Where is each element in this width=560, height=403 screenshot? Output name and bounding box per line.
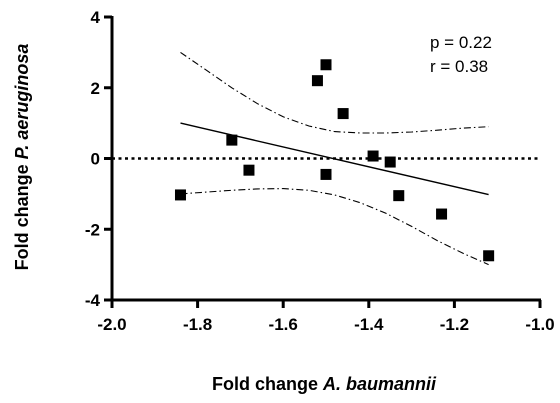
y-axis-title-prefix: Fold change xyxy=(12,159,32,270)
x-tick-label-5: -1.2 xyxy=(440,315,469,334)
data-point-6 xyxy=(320,168,332,180)
data-point-4 xyxy=(311,75,323,87)
data-point-1 xyxy=(174,189,186,201)
y-tick-label-5: 4 xyxy=(91,8,101,27)
x-tick-label-3: -1.6 xyxy=(269,315,298,334)
confidence-lower-line xyxy=(180,188,489,266)
axes xyxy=(104,15,542,308)
data-point-12 xyxy=(483,250,495,262)
data-point-9 xyxy=(384,156,396,168)
y-axis-title: Fold change P. aeruginosa xyxy=(12,44,32,271)
x-axis-title-prefix: Fold change xyxy=(212,374,323,394)
x-axis-title: Fold change A. baumannii xyxy=(212,374,437,394)
data-point-2 xyxy=(226,134,238,146)
data-point-11 xyxy=(436,208,448,220)
y-tick-label-4: 2 xyxy=(91,79,100,98)
data-point-3 xyxy=(243,164,255,176)
data-point-7 xyxy=(337,108,349,120)
stat-annotation-1: p = 0.22 xyxy=(430,33,492,52)
x-tick-label-6: -1.0 xyxy=(525,315,554,334)
plot-area xyxy=(112,51,540,266)
x-tick-label-1: -2.0 xyxy=(97,315,126,334)
x-axis-title-italic: A. baumannii xyxy=(322,374,437,394)
y-tick-label-1: -4 xyxy=(85,291,101,310)
x-tick-label-2: -1.8 xyxy=(183,315,212,334)
y-tick-label-2: -2 xyxy=(85,220,100,239)
data-point-8 xyxy=(367,150,379,162)
x-tick-label-4: -1.4 xyxy=(354,315,384,334)
y-tick-label-3: 0 xyxy=(91,150,100,169)
confidence-upper-line xyxy=(180,51,489,134)
data-point-10 xyxy=(393,190,405,202)
data-point-5 xyxy=(320,59,332,71)
chart-text: -4 -2 0 2 4 -2.0 -1.8 -1.6 -1.4 -1.2 -1.0 Fold chan… xyxy=(12,8,555,394)
y-axis-title-italic: P. aeruginosa xyxy=(12,44,32,160)
stat-annotation-2: r = 0.38 xyxy=(430,57,488,76)
